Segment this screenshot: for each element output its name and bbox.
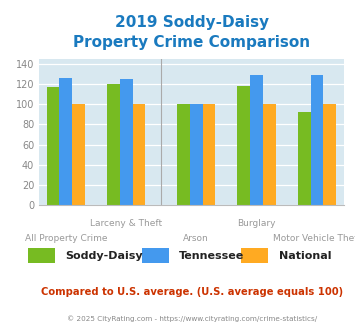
- Text: Burglary: Burglary: [237, 219, 276, 228]
- Text: All Property Crime: All Property Crime: [24, 234, 107, 243]
- Text: Larceny & Theft: Larceny & Theft: [90, 219, 162, 228]
- Bar: [132, 105, 145, 205]
- Bar: [190, 105, 202, 205]
- Bar: [59, 79, 72, 205]
- Text: National: National: [279, 251, 331, 261]
- Bar: [298, 113, 311, 205]
- Bar: [177, 105, 190, 205]
- Text: Soddy-Daisy: Soddy-Daisy: [66, 251, 143, 261]
- Bar: [47, 87, 59, 205]
- Bar: [323, 105, 336, 205]
- Text: Arson: Arson: [183, 234, 209, 243]
- Text: Property Crime Comparison: Property Crime Comparison: [73, 35, 310, 50]
- Bar: [237, 86, 250, 205]
- Text: Motor Vehicle Theft: Motor Vehicle Theft: [273, 234, 355, 243]
- Text: Tennessee: Tennessee: [179, 251, 245, 261]
- Bar: [250, 76, 263, 205]
- Text: © 2025 CityRating.com - https://www.cityrating.com/crime-statistics/: © 2025 CityRating.com - https://www.city…: [67, 315, 317, 322]
- Bar: [120, 80, 132, 205]
- Bar: [72, 105, 85, 205]
- Bar: [202, 105, 215, 205]
- Bar: [107, 84, 120, 205]
- Text: 2019 Soddy-Daisy: 2019 Soddy-Daisy: [115, 15, 269, 30]
- Bar: [311, 76, 323, 205]
- Text: Compared to U.S. average. (U.S. average equals 100): Compared to U.S. average. (U.S. average …: [40, 287, 343, 297]
- Bar: [263, 105, 275, 205]
